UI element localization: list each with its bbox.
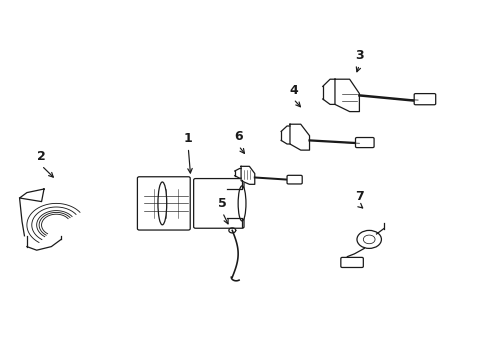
FancyBboxPatch shape (193, 179, 244, 228)
FancyBboxPatch shape (355, 138, 373, 148)
Polygon shape (241, 166, 254, 184)
Polygon shape (334, 79, 359, 112)
Polygon shape (289, 124, 309, 150)
Ellipse shape (158, 182, 166, 225)
Text: 4: 4 (288, 84, 297, 96)
Text: 3: 3 (354, 49, 363, 62)
FancyBboxPatch shape (137, 177, 190, 230)
Text: 5: 5 (218, 197, 226, 210)
FancyBboxPatch shape (286, 175, 302, 184)
Text: 7: 7 (354, 190, 363, 203)
Text: 6: 6 (234, 130, 243, 143)
Text: 1: 1 (183, 132, 192, 145)
Text: 2: 2 (37, 150, 46, 163)
FancyBboxPatch shape (413, 94, 435, 105)
Ellipse shape (238, 186, 245, 221)
FancyBboxPatch shape (340, 257, 363, 267)
